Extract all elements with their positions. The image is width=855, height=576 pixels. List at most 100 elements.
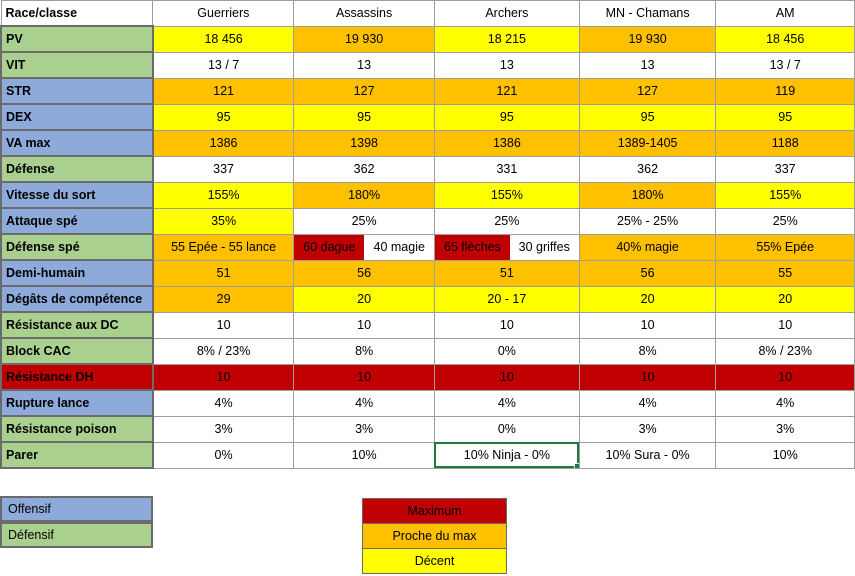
table-cell[interactable]: 95	[152, 103, 295, 131]
table-cell[interactable]: 40% magie	[578, 233, 717, 261]
table-cell[interactable]: 8% / 23%	[715, 337, 855, 365]
row-label-rupture-lance[interactable]: Rupture lance	[0, 389, 154, 417]
table-cell[interactable]: 337	[152, 155, 295, 183]
column-header-guerriers[interactable]: Guerriers	[152, 0, 295, 27]
table-cell[interactable]: 337	[715, 155, 855, 183]
table-cell[interactable]: 1389-1405	[578, 129, 717, 157]
table-cell[interactable]: 25% - 25%	[578, 207, 717, 235]
table-cell[interactable]: 20	[578, 285, 717, 313]
column-header-mn-chamans[interactable]: MN - Chamans	[578, 0, 717, 27]
table-cell[interactable]: 95	[715, 103, 855, 131]
table-cell[interactable]: 20	[293, 285, 435, 313]
table-cell[interactable]: 10	[152, 363, 295, 391]
table-cell[interactable]: 18 215	[433, 25, 580, 53]
table-cell[interactable]: 13	[578, 51, 717, 79]
row-label-degats-de-competence[interactable]: Dégâts de compétence	[0, 285, 154, 313]
table-cell[interactable]: 10	[433, 311, 580, 339]
table-cell[interactable]: 18 456	[152, 25, 295, 53]
table-cell[interactable]: 362	[293, 155, 435, 183]
table-cell[interactable]: 55	[715, 259, 855, 287]
table-cell[interactable]: 51	[433, 259, 580, 287]
table-cell[interactable]: 10	[578, 363, 717, 391]
row-label-attaque-spe[interactable]: Attaque spé	[0, 207, 154, 235]
selected-cell[interactable]: 10% Ninja - 0%	[433, 441, 580, 469]
table-cell[interactable]: 25%	[433, 207, 580, 235]
table-cell[interactable]: 8%	[293, 337, 435, 365]
table-cell[interactable]: 127	[293, 77, 435, 105]
table-cell[interactable]: 119	[715, 77, 855, 105]
row-label-defense-spe[interactable]: Défense spé	[0, 233, 154, 261]
table-cell[interactable]: 3%	[293, 415, 435, 443]
table-cell[interactable]: 10	[578, 311, 717, 339]
table-cell[interactable]: 25%	[715, 207, 855, 235]
table-cell[interactable]: 19 930	[578, 25, 717, 53]
corner-header-cell[interactable]: Race/classe	[0, 0, 154, 27]
column-header-archers[interactable]: Archers	[433, 0, 580, 27]
table-cell[interactable]: 3%	[578, 415, 717, 443]
table-cell[interactable]: 51	[152, 259, 295, 287]
legend-defensive-cell[interactable]: Défensif	[0, 522, 153, 548]
table-cell[interactable]: 65 flèches 30 griffes	[433, 233, 580, 261]
table-cell[interactable]: 180%	[293, 181, 435, 209]
table-cell[interactable]: 155%	[715, 181, 855, 209]
table-cell[interactable]: 10	[715, 311, 855, 339]
table-cell[interactable]: 0%	[433, 337, 580, 365]
table-cell[interactable]: 56	[293, 259, 435, 287]
table-cell[interactable]: 13	[433, 51, 580, 79]
table-cell[interactable]: 127	[578, 77, 717, 105]
table-cell[interactable]: 95	[433, 103, 580, 131]
table-cell[interactable]: 155%	[152, 181, 295, 209]
row-label-demi-humain[interactable]: Demi-humain	[0, 259, 154, 287]
table-cell[interactable]: 10	[152, 311, 295, 339]
table-cell[interactable]: 331	[433, 155, 580, 183]
column-header-am[interactable]: AM	[715, 0, 855, 27]
table-cell[interactable]: 10	[293, 363, 435, 391]
table-cell[interactable]: 0%	[152, 441, 295, 469]
table-cell[interactable]: 56	[578, 259, 717, 287]
table-cell[interactable]: 8%	[578, 337, 717, 365]
table-cell[interactable]: 1188	[715, 129, 855, 157]
row-label-parer[interactable]: Parer	[0, 441, 154, 469]
table-cell[interactable]: 0%	[433, 415, 580, 443]
table-cell[interactable]: 55% Epée	[715, 233, 855, 261]
table-cell[interactable]: 4%	[152, 389, 295, 417]
row-label-block-cac[interactable]: Block CAC	[0, 337, 154, 365]
table-cell[interactable]: 95	[578, 103, 717, 131]
table-cell[interactable]: 4%	[293, 389, 435, 417]
table-cell[interactable]: 13 / 7	[152, 51, 295, 79]
row-label-resistance-poison[interactable]: Résistance poison	[0, 415, 154, 443]
table-cell[interactable]: 13	[293, 51, 435, 79]
table-cell[interactable]: 1398	[293, 129, 435, 157]
legend-near-max-cell[interactable]: Proche du max	[362, 523, 507, 549]
table-cell[interactable]: 4%	[433, 389, 580, 417]
table-cell[interactable]: 18 456	[715, 25, 855, 53]
row-label-vit[interactable]: VIT	[0, 51, 154, 79]
table-cell[interactable]: 35%	[152, 207, 295, 235]
legend-maximum-cell[interactable]: Maximum	[362, 498, 507, 524]
table-cell[interactable]: 19 930	[293, 25, 435, 53]
table-cell[interactable]: 1386	[433, 129, 580, 157]
table-cell[interactable]: 95	[293, 103, 435, 131]
table-cell[interactable]: 155%	[433, 181, 580, 209]
table-cell[interactable]: 10% Sura - 0%	[578, 441, 717, 469]
table-cell[interactable]: 29	[152, 285, 295, 313]
table-cell[interactable]: 121	[152, 77, 295, 105]
table-cell[interactable]: 8% / 23%	[152, 337, 295, 365]
table-cell[interactable]: 10	[433, 363, 580, 391]
row-label-defense[interactable]: Défense	[0, 155, 154, 183]
row-label-resistance-aux-dc[interactable]: Résistance aux DC	[0, 311, 154, 339]
row-label-str[interactable]: STR	[0, 77, 154, 105]
table-cell[interactable]: 10	[715, 363, 855, 391]
legend-offensive-cell[interactable]: Offensif	[0, 496, 153, 522]
table-cell[interactable]: 10%	[715, 441, 855, 469]
row-label-pv[interactable]: PV	[0, 25, 154, 53]
row-label-resistance-dh[interactable]: Résistance DH	[0, 363, 154, 391]
table-cell[interactable]: 60 dague 40 magie	[293, 233, 435, 261]
table-cell[interactable]: 13 / 7	[715, 51, 855, 79]
table-cell[interactable]: 1386	[152, 129, 295, 157]
table-cell[interactable]: 121	[433, 77, 580, 105]
row-label-vitesse-du-sort[interactable]: Vitesse du sort	[0, 181, 154, 209]
table-cell[interactable]: 362	[578, 155, 717, 183]
table-cell[interactable]: 20	[715, 285, 855, 313]
table-cell[interactable]: 180%	[578, 181, 717, 209]
